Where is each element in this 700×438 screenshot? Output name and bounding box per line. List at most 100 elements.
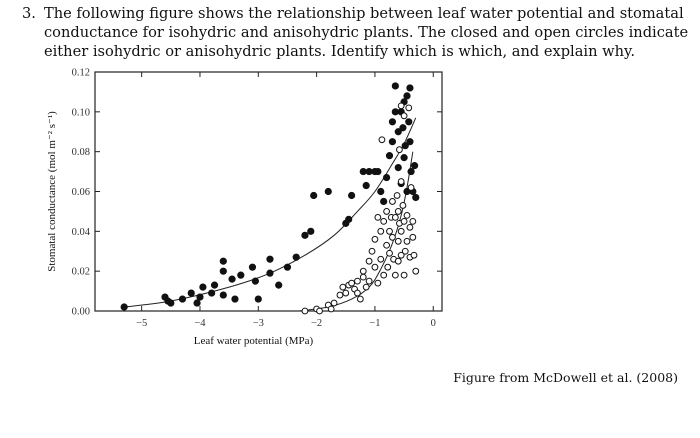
open-circle-point xyxy=(389,233,396,241)
y-tick-label: 0.10 xyxy=(72,107,90,118)
open-circle-point xyxy=(393,192,401,199)
closed-circle-point xyxy=(400,154,408,162)
closed-circle-point xyxy=(219,267,227,275)
y-tick-label: 0.06 xyxy=(72,187,90,198)
axes-group: 0.00 0.02 0.04 0.06 0.08 0.10 0.12 −5 −4 −3 −2 −1 0 xyxy=(72,68,443,329)
open-circle-point xyxy=(394,237,402,245)
open-circle-point xyxy=(391,213,399,221)
open-circle-point xyxy=(356,295,364,303)
closed-circle-point xyxy=(374,167,382,176)
open-circle-point xyxy=(403,212,411,219)
open-circle-point xyxy=(342,289,350,297)
closed-circle-point xyxy=(231,295,239,303)
open-circle-point xyxy=(410,251,418,259)
open-circle-point xyxy=(405,104,413,112)
closed-circle-point xyxy=(391,82,399,90)
closed-circle-point xyxy=(307,227,315,235)
open-circle-point xyxy=(354,289,361,297)
open-circle-point xyxy=(362,283,370,291)
closed-circle-point xyxy=(388,138,397,146)
open-circle-point xyxy=(403,237,411,245)
open-circle-point xyxy=(330,299,338,307)
question-text: The following figure shows the relations… xyxy=(44,5,689,60)
open-circle-point xyxy=(397,178,405,185)
y-axis-label: Stomatal conductance (mol m⁻² s⁻¹) xyxy=(46,111,58,272)
y-tick-label: 0.02 xyxy=(72,267,90,278)
closed-circle-point xyxy=(120,303,128,311)
closed-circle-point xyxy=(405,118,413,126)
open-circle-point xyxy=(386,249,393,257)
open-circle-point xyxy=(380,217,388,225)
closed-circle-point xyxy=(208,289,216,297)
x-tick-label: −1 xyxy=(369,318,380,329)
open-circle-point xyxy=(397,102,405,110)
closed-circle-point xyxy=(348,191,356,200)
open-circle-point xyxy=(397,251,405,259)
open-circle-point xyxy=(412,267,420,275)
open-circle-point xyxy=(374,279,382,287)
closed-circle-point xyxy=(406,84,414,92)
open-circle-point xyxy=(377,255,385,263)
figure-caption: Figure from McDowell et al. (2008) xyxy=(453,370,678,385)
open-circle-point xyxy=(371,263,379,271)
closed-circle-point xyxy=(385,152,394,160)
closed-circle-point xyxy=(178,295,187,303)
open-circle-point xyxy=(386,227,393,235)
closed-circle-point xyxy=(266,255,274,263)
closed-circle-point xyxy=(388,118,397,126)
closed-circle-point xyxy=(237,271,245,279)
closed-circle-point xyxy=(228,275,236,283)
open-circle-point xyxy=(406,223,414,231)
closed-circle-point xyxy=(310,191,318,200)
scatter-plot: 0.000.020.040.060.080.100.12−5 −4 −3 −2 −1 0 … xyxy=(46,68,443,347)
open-circle-point xyxy=(397,227,405,235)
open-circle-point xyxy=(409,217,417,225)
open-circle-point xyxy=(365,277,373,285)
open-circle-point xyxy=(327,305,335,313)
closed-circle-point xyxy=(406,138,414,146)
x-tick-label: −4 xyxy=(194,318,206,329)
closed-circle-point xyxy=(324,187,332,196)
open-circle-point xyxy=(359,273,367,281)
open-circle-point xyxy=(336,291,344,299)
open-circle-point xyxy=(301,307,309,315)
closed-circle-point xyxy=(394,163,402,172)
closed-circle-point xyxy=(210,281,219,289)
open-circle-point xyxy=(359,267,367,275)
open-circle-point xyxy=(407,184,415,191)
open-circle-point xyxy=(365,257,373,265)
x-tick-label: −2 xyxy=(311,318,322,329)
open-circle-point xyxy=(396,146,403,154)
closed-circle-point xyxy=(301,231,309,239)
closed-circle-point xyxy=(382,173,391,182)
closed-circle-point xyxy=(407,167,415,176)
open-circle-point xyxy=(400,217,408,225)
question-number: 3. xyxy=(22,5,36,22)
open-circle-point xyxy=(371,235,379,243)
open-circle-point xyxy=(316,307,323,315)
y-tick-label: 0.04 xyxy=(72,227,91,238)
y-tick-label: 0.08 xyxy=(72,147,90,158)
open-circle-point xyxy=(389,198,396,205)
open-circle-point xyxy=(339,283,347,291)
fit-curve xyxy=(124,117,417,308)
x-tick-label: −3 xyxy=(253,318,264,329)
closed-circle-point xyxy=(283,263,292,271)
data-points-group xyxy=(120,82,420,315)
open-circle-point xyxy=(391,271,399,279)
open-circle-point xyxy=(354,277,361,285)
closed-circle-point xyxy=(401,142,409,150)
closed-circle-point xyxy=(410,162,419,170)
open-circle-point xyxy=(368,247,376,255)
open-circle-point xyxy=(380,271,388,279)
closed-circle-point xyxy=(187,289,195,297)
closed-circle-point xyxy=(251,277,259,285)
open-circle-point xyxy=(384,263,392,271)
open-circle-point xyxy=(394,208,402,215)
x-axis-label: Leaf water potential (MPa) xyxy=(194,335,314,347)
closed-circle-point xyxy=(193,299,201,307)
open-circle-point xyxy=(394,257,402,265)
closed-circle-point xyxy=(403,92,411,100)
closed-circle-point xyxy=(266,269,274,277)
scatter-figure: 0.00 0.02 0.04 0.06 0.08 0.10 0.12 −5 −4 −3 −2 −1 0 … xyxy=(40,62,460,362)
